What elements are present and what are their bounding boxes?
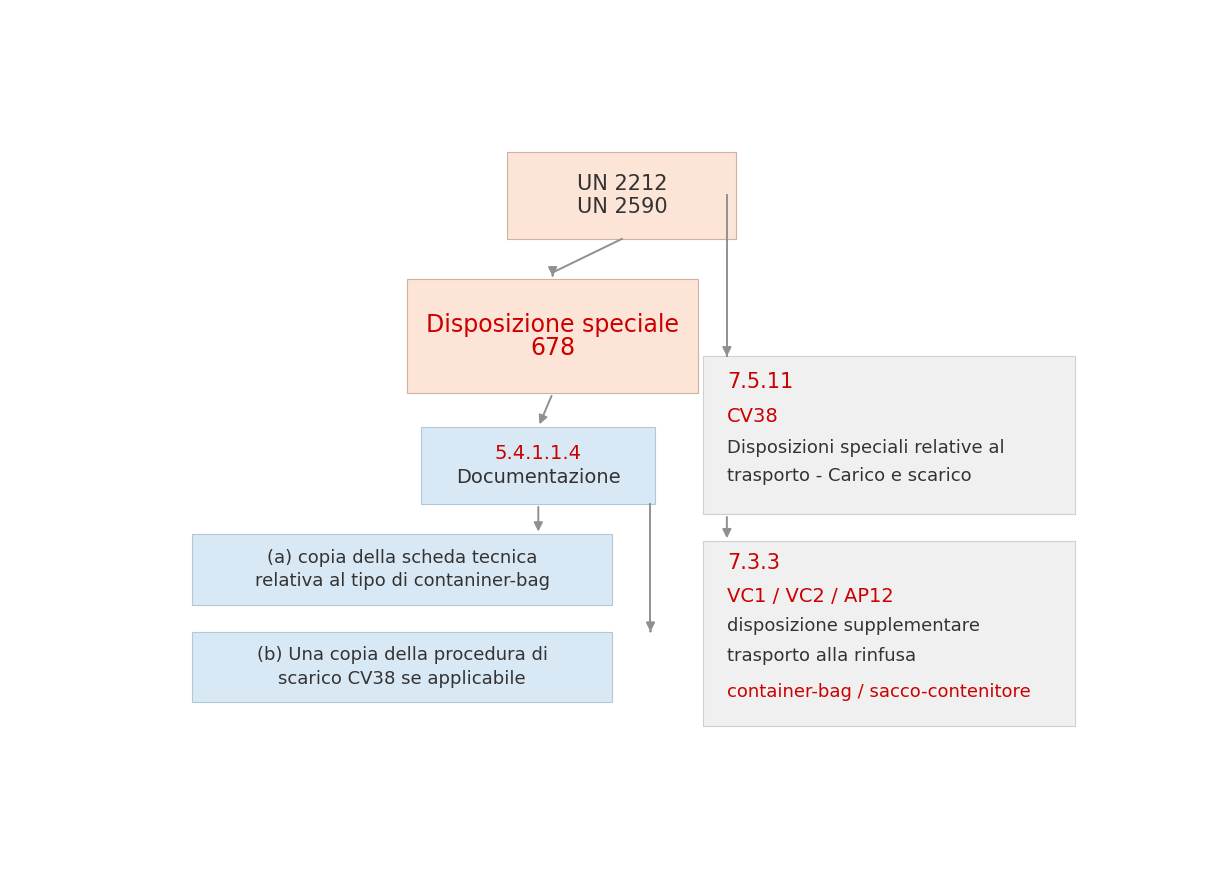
Text: 7.5.11: 7.5.11 xyxy=(727,371,793,392)
FancyBboxPatch shape xyxy=(508,152,737,239)
Text: scarico CV38 se applicabile: scarico CV38 se applicabile xyxy=(278,670,526,688)
Text: (b) Una copia della procedura di: (b) Una copia della procedura di xyxy=(256,646,548,664)
Text: Disposizioni speciali relative al: Disposizioni speciali relative al xyxy=(727,439,1004,457)
Text: relativa al tipo di contaniner-bag: relativa al tipo di contaniner-bag xyxy=(255,572,549,590)
Text: 5.4.1.1.4: 5.4.1.1.4 xyxy=(495,445,582,463)
Text: 678: 678 xyxy=(530,336,575,360)
FancyBboxPatch shape xyxy=(703,357,1076,514)
Text: disposizione supplementare: disposizione supplementare xyxy=(727,617,979,635)
Text: container-bag / sacco-contenitore: container-bag / sacco-contenitore xyxy=(727,684,1031,701)
Text: UN 2590: UN 2590 xyxy=(577,197,668,217)
Text: trasporto alla rinfusa: trasporto alla rinfusa xyxy=(727,646,917,664)
Text: Disposizione speciale: Disposizione speciale xyxy=(426,312,679,337)
FancyBboxPatch shape xyxy=(407,279,699,393)
Text: CV38: CV38 xyxy=(727,407,779,426)
FancyBboxPatch shape xyxy=(192,535,612,605)
Text: Documentazione: Documentazione xyxy=(456,467,621,487)
FancyBboxPatch shape xyxy=(192,631,612,702)
Text: VC1 / VC2 / AP12: VC1 / VC2 / AP12 xyxy=(727,587,893,606)
FancyBboxPatch shape xyxy=(703,541,1076,726)
Text: trasporto - Carico e scarico: trasporto - Carico e scarico xyxy=(727,467,972,486)
Text: (a) copia della scheda tecnica: (a) copia della scheda tecnica xyxy=(267,548,537,567)
Text: 7.3.3: 7.3.3 xyxy=(727,553,780,573)
Text: UN 2212: UN 2212 xyxy=(577,174,667,194)
FancyBboxPatch shape xyxy=(421,427,655,504)
